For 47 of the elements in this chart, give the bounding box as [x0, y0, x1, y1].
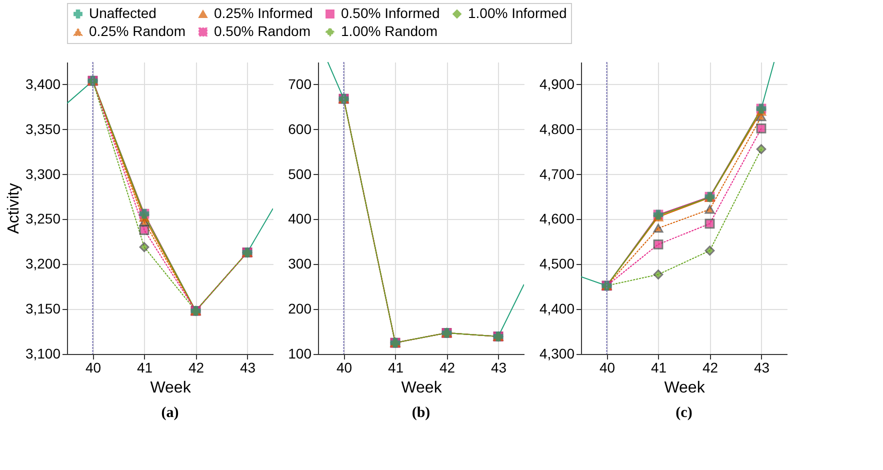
legend-label: 1.00% Informed: [468, 5, 567, 21]
y-tick-label: 700: [288, 76, 312, 92]
y-tick-label: 4,800: [539, 120, 575, 137]
y-tick-label: 3,250: [25, 210, 61, 227]
x-axis-title: Week: [664, 380, 706, 396]
y-tick-label: 3,100: [25, 346, 61, 362]
legend-label: 0.25% Informed: [214, 5, 313, 21]
x-tick-label: 41: [650, 360, 667, 376]
x-axis-title: Week: [401, 380, 443, 396]
y-tick-label: 4,400: [539, 300, 575, 317]
legend-label: 0.25% Random: [89, 23, 186, 39]
y-tick-label: 400: [288, 210, 312, 227]
y-tick-label: 4,500: [539, 256, 575, 272]
y-tick-label: 3,200: [25, 256, 61, 272]
x-tick-label: 41: [136, 360, 153, 376]
x-axis-title: Week: [150, 380, 192, 396]
y-tick-label: 4,700: [539, 166, 575, 182]
y-tick-label: 100: [288, 346, 312, 362]
x-tick-label: 41: [388, 360, 404, 376]
y-tick-label: 3,150: [25, 300, 61, 317]
legend-label: 0.50% Informed: [341, 5, 440, 21]
text: (b): [412, 405, 430, 421]
y-tick-label: 3,300: [25, 166, 61, 182]
y-tick-label: 4,300: [539, 346, 575, 362]
y-axis-title: Activity: [5, 183, 22, 234]
text: (a): [161, 405, 179, 421]
x-tick-label: 40: [336, 360, 352, 376]
x-tick-label: 40: [85, 360, 102, 376]
y-tick-label: 600: [288, 120, 312, 137]
x-tick-label: 43: [490, 360, 507, 376]
legend-label: Unaffected: [89, 5, 156, 21]
y-tick-label: 3,350: [25, 120, 61, 137]
x-tick-label: 43: [240, 360, 256, 376]
x-tick-label: 40: [599, 360, 616, 376]
x-tick-label: 43: [754, 360, 770, 376]
x-tick-label: 42: [702, 360, 718, 376]
x-tick-label: 42: [439, 360, 456, 376]
x-tick-label: 42: [188, 360, 204, 376]
legend-label: 1.00% Random: [341, 23, 438, 39]
y-tick-label: 200: [288, 300, 312, 317]
y-tick-label: 4,600: [539, 210, 575, 227]
y-tick-label: 500: [288, 166, 312, 182]
text: (c): [676, 405, 692, 421]
legend-label: 0.50% Random: [214, 23, 311, 39]
y-tick-label: 4,900: [539, 76, 575, 92]
y-tick-label: 3,400: [25, 76, 61, 92]
y-tick-label: 300: [288, 256, 312, 272]
